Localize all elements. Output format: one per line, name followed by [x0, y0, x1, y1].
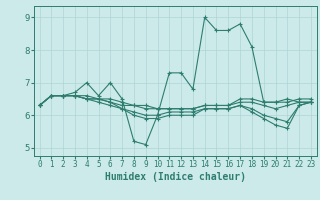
X-axis label: Humidex (Indice chaleur): Humidex (Indice chaleur) — [105, 172, 246, 182]
